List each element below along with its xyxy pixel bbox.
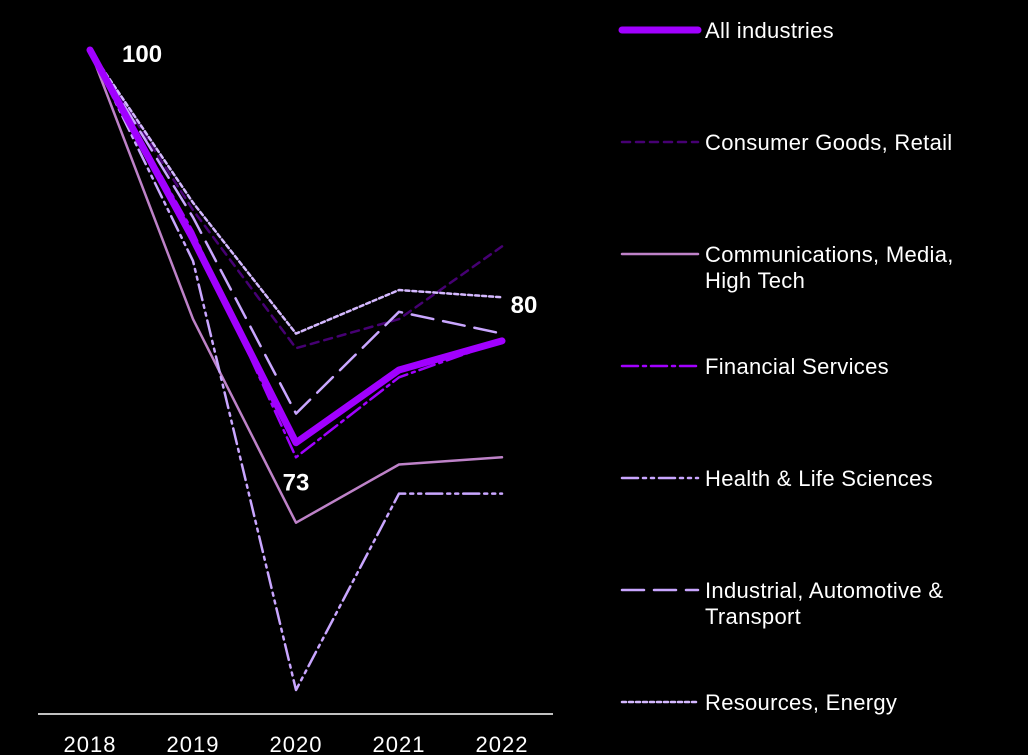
data-label: 73: [283, 470, 310, 497]
series-line-all-industries: [86, 46, 506, 447]
legend-label: Financial Services: [705, 354, 889, 379]
legend-label: Resources, Energy: [705, 690, 898, 715]
series-line-resources-energy: [88, 48, 504, 335]
legend-item-industrial-automotive-transport: Industrial, Automotive & Transport: [618, 578, 1005, 630]
x-tick-label: 2019: [167, 732, 220, 755]
line-chart: 2018 2019 2020 2021 2022 100 73 80: [38, 41, 553, 755]
legend-label: Industrial, Automotive & Transport: [705, 578, 944, 629]
legend-item-resources-energy: Resources, Energy: [618, 690, 1005, 716]
x-tick-label: 2022: [476, 732, 529, 755]
legend-swatch: [620, 364, 700, 368]
legend-swatch: [618, 26, 702, 34]
x-tick-label: 2021: [373, 732, 426, 755]
legend-label: Consumer Goods, Retail: [705, 130, 953, 155]
series-line-health-life-sciences: [88, 48, 504, 692]
legend-item-financial-services: Financial Services: [618, 354, 1005, 380]
legend-item-communications-media-high-tech: Communications, Media, High Tech: [618, 242, 1005, 294]
series-line-communications-media-high-tech: [88, 48, 504, 524]
x-tick-label: 2020: [270, 732, 323, 755]
x-tick-label: 2018: [64, 732, 117, 755]
legend-swatch: [620, 476, 700, 480]
legend-swatch: [620, 700, 700, 704]
legend-swatch: [620, 588, 700, 592]
legend-label: Communications, Media, High Tech: [705, 242, 954, 293]
legend-label: Health & Life Sciences: [705, 466, 933, 491]
series-line-industrial-automotive-transport: [88, 48, 504, 415]
legend-swatch: [620, 252, 700, 256]
chart-legend: All industries Consumer Goods, Retail Comm…: [618, 0, 1028, 755]
legend-swatch: [620, 140, 700, 144]
legend-item-health-life-sciences: Health & Life Sciences: [618, 466, 1005, 492]
series-line-financial-services: [88, 48, 504, 459]
series-line-consumer-goods-retail: [88, 48, 504, 350]
legend-label: All industries: [705, 18, 834, 43]
legend-item-all-industries: All industries: [618, 18, 1005, 44]
data-label: 80: [511, 292, 538, 319]
data-label: 100: [122, 41, 162, 68]
legend-item-consumer-goods-retail: Consumer Goods, Retail: [618, 130, 1005, 156]
